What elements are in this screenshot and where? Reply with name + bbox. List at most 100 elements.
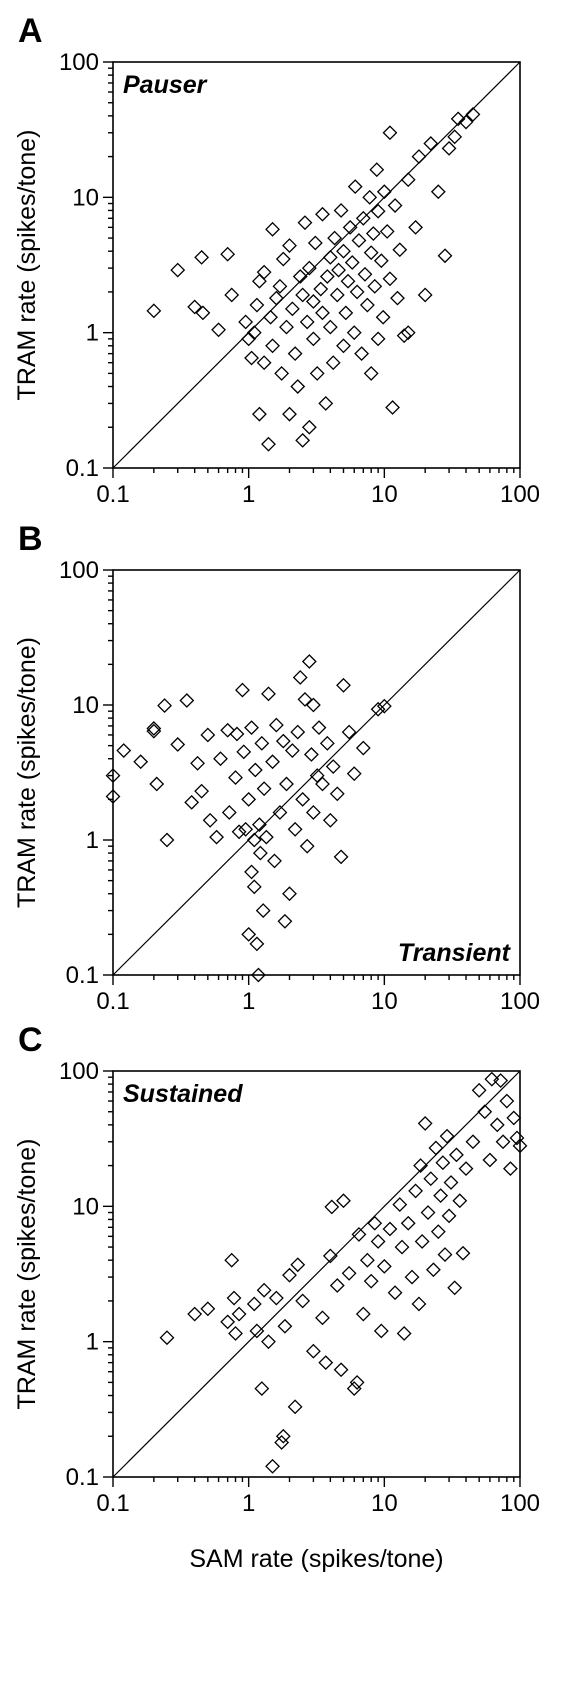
data-point [425, 1262, 441, 1278]
data-point [105, 789, 121, 804]
data-point [307, 235, 323, 251]
data-point [213, 751, 228, 767]
data-point [346, 1381, 362, 1397]
panel-letter: B [18, 520, 43, 558]
data-point [373, 253, 389, 269]
data-point [430, 1224, 446, 1240]
data-point [295, 1293, 311, 1309]
data-point [179, 693, 195, 708]
data-point [249, 297, 265, 313]
data-point [251, 406, 267, 422]
data-point [329, 1278, 345, 1293]
data-point [471, 1082, 487, 1098]
x-tick-label: 10 [371, 988, 398, 1015]
unity-line [112, 1070, 521, 1478]
data-point [272, 805, 288, 820]
y-tick-label: 0.1 [66, 1464, 99, 1491]
data-point [301, 260, 317, 276]
data-point [258, 829, 274, 845]
data-point [305, 294, 321, 309]
data-point [357, 266, 373, 282]
panel-name-label: Transient [398, 939, 512, 967]
data-point [274, 1435, 290, 1450]
y-tick-label: 100 [59, 1058, 99, 1085]
data-point [256, 264, 272, 280]
data-point [319, 269, 335, 284]
plot-frame [112, 61, 521, 469]
data-point [455, 1245, 471, 1261]
data-point [512, 1138, 528, 1154]
data-point [443, 1175, 459, 1190]
data-point [400, 1215, 416, 1231]
data-point [299, 838, 315, 854]
data-point [241, 791, 257, 807]
data-point [437, 1247, 453, 1263]
data-point [284, 301, 300, 317]
data-point [194, 783, 210, 799]
panel-name-label: Sustained [123, 1080, 243, 1108]
data-point [458, 114, 474, 130]
data-point [235, 682, 250, 698]
data-point [268, 717, 284, 733]
data-point [187, 299, 203, 315]
data-point [465, 1134, 481, 1150]
data-point [387, 198, 403, 213]
data-point [255, 903, 271, 919]
data-point [411, 149, 427, 165]
data-point [363, 245, 379, 261]
data-point [274, 365, 290, 381]
data-point [493, 1073, 509, 1088]
data-point [363, 365, 379, 381]
data-point [244, 720, 259, 736]
y-axis-label: TRAM rate (spikes/tone) [13, 130, 41, 401]
data-point [244, 350, 259, 366]
data-point [387, 1285, 403, 1301]
data-point [254, 1381, 270, 1397]
data-point [251, 817, 267, 833]
data-point [382, 271, 398, 287]
data-point [200, 1301, 216, 1317]
data-point [277, 1318, 293, 1334]
data-point [265, 754, 280, 770]
data-point [265, 1458, 280, 1474]
data-point [311, 720, 327, 736]
data-point [329, 786, 345, 802]
data-point [509, 1130, 525, 1146]
data-point [287, 821, 303, 837]
y-tick-label: 0.1 [66, 962, 99, 989]
data-point [157, 698, 173, 714]
data-point [249, 936, 265, 952]
data-point [329, 287, 345, 303]
data-point [220, 246, 236, 262]
y-tick-label: 100 [59, 557, 99, 584]
data-point [423, 1171, 439, 1187]
data-point [299, 314, 315, 330]
y-axis-label: TRAM rate (spikes/tone) [13, 637, 41, 908]
data-point [241, 926, 257, 942]
data-point [228, 1326, 243, 1341]
data-point [282, 238, 297, 254]
data-point [484, 1071, 500, 1087]
data-point [295, 287, 311, 303]
data-point [355, 1306, 371, 1322]
x-tick-label: 1 [242, 1490, 255, 1517]
x-tick-label: 100 [500, 1490, 540, 1517]
data-point [261, 1334, 276, 1350]
data-point [503, 1161, 518, 1177]
data-point [351, 233, 367, 248]
data-point [297, 215, 313, 231]
data-point [224, 1252, 240, 1268]
data-point [190, 755, 205, 771]
data-point [159, 832, 175, 848]
data-point [430, 184, 446, 200]
data-point [287, 1399, 303, 1415]
data-point [159, 1330, 175, 1346]
data-point [194, 249, 210, 265]
data-point [246, 325, 262, 341]
data-point [333, 203, 349, 218]
data-point [413, 1158, 428, 1174]
data-point [382, 1221, 398, 1237]
data-point [279, 319, 294, 335]
data-point [195, 305, 211, 321]
data-point [324, 1199, 340, 1215]
